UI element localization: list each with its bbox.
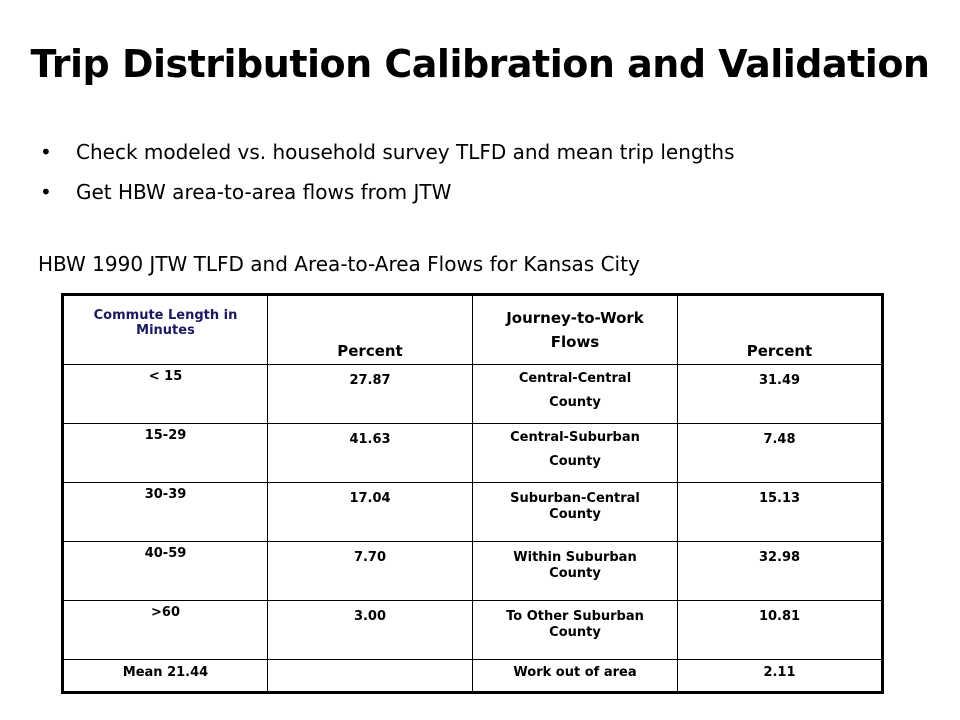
cell-length: 40-59	[62, 541, 268, 601]
cell-length: 30-39	[62, 482, 268, 542]
tlfd-flows-table: Commute Length in Minutes Percent Journe…	[61, 293, 884, 694]
bullet-text: Check modeled vs. household survey TLFD …	[76, 140, 735, 164]
cell-flow-percent: 15.13	[677, 482, 883, 542]
cell-flow-line2: County	[549, 507, 601, 522]
cell-percent: 27.87	[267, 364, 473, 424]
cell-flow-percent: 10.81	[677, 600, 883, 660]
bullet-item: • Check modeled vs. household survey TLF…	[38, 138, 735, 178]
cell-flow: Central-Central County	[472, 364, 678, 424]
cell-flow-line1: Within Suburban	[513, 550, 637, 565]
cell-flow-line1: To Other Suburban	[506, 609, 644, 624]
cell-flow-line1: Suburban-Central	[510, 491, 640, 506]
table-row: 40-59 7.70 Within Suburban County 32.98	[62, 541, 883, 601]
cell-flow-line2: County	[549, 566, 601, 581]
cell-flow-percent: 7.48	[677, 423, 883, 483]
header-percent: Percent	[267, 294, 473, 365]
bullet-list: • Check modeled vs. household survey TLF…	[38, 138, 735, 218]
header-jtw-line2: Flows	[550, 333, 600, 351]
cell-flow-percent: 31.49	[677, 364, 883, 424]
cell-flow-line1: Central-Suburban	[510, 430, 640, 445]
cell-flow-percent: 32.98	[677, 541, 883, 601]
bullet-dot: •	[40, 180, 52, 204]
cell-percent: 3.00	[267, 600, 473, 660]
cell-length: 15-29	[62, 423, 268, 483]
cell-flow: Within Suburban County	[472, 541, 678, 601]
table-caption: HBW 1990 JTW TLFD and Area-to-Area Flows…	[38, 252, 640, 276]
header-journey-to-work: Journey-to-Work Flows	[472, 294, 678, 365]
header-flow-percent: Percent	[677, 294, 883, 365]
cell-flow-line2: County	[549, 625, 601, 640]
cell-flow-out-of-area-percent: 2.11	[677, 659, 883, 693]
header-commute-length: Commute Length in Minutes	[62, 294, 268, 365]
cell-percent: 41.63	[267, 423, 473, 483]
slide-title: Trip Distribution Calibration and Valida…	[30, 42, 930, 86]
table-row: 15-29 41.63 Central-Suburban County 7.48	[62, 423, 883, 483]
bullet-dot: •	[40, 140, 52, 164]
header-jtw-line1: Journey-to-Work	[506, 309, 644, 327]
cell-percent: 17.04	[267, 482, 473, 542]
cell-flow-line2: County	[549, 395, 601, 410]
cell-flow: To Other Suburban County	[472, 600, 678, 660]
table-row: 30-39 17.04 Suburban-Central County 15.1…	[62, 482, 883, 542]
cell-flow: Central-Suburban County	[472, 423, 678, 483]
cell-flow-line2: County	[549, 454, 601, 469]
cell-mean-percent	[267, 659, 473, 693]
cell-percent: 7.70	[267, 541, 473, 601]
cell-flow-line1: Central-Central	[518, 371, 632, 386]
table-header-row: Commute Length in Minutes Percent Journe…	[62, 294, 883, 365]
bullet-text: Get HBW area-to-area flows from JTW	[76, 180, 452, 204]
cell-flow-out-of-area: Work out of area	[472, 659, 678, 693]
table-row-mean: Mean 21.44 Work out of area 2.11	[62, 659, 883, 693]
cell-mean-length: Mean 21.44	[62, 659, 268, 693]
cell-flow: Suburban-Central County	[472, 482, 678, 542]
cell-length: < 15	[62, 364, 268, 424]
cell-length: >60	[62, 600, 268, 660]
table-row: < 15 27.87 Central-Central County 31.49	[62, 364, 883, 424]
bullet-item: • Get HBW area-to-area flows from JTW	[38, 178, 735, 218]
table-row: >60 3.00 To Other Suburban County 10.81	[62, 600, 883, 660]
